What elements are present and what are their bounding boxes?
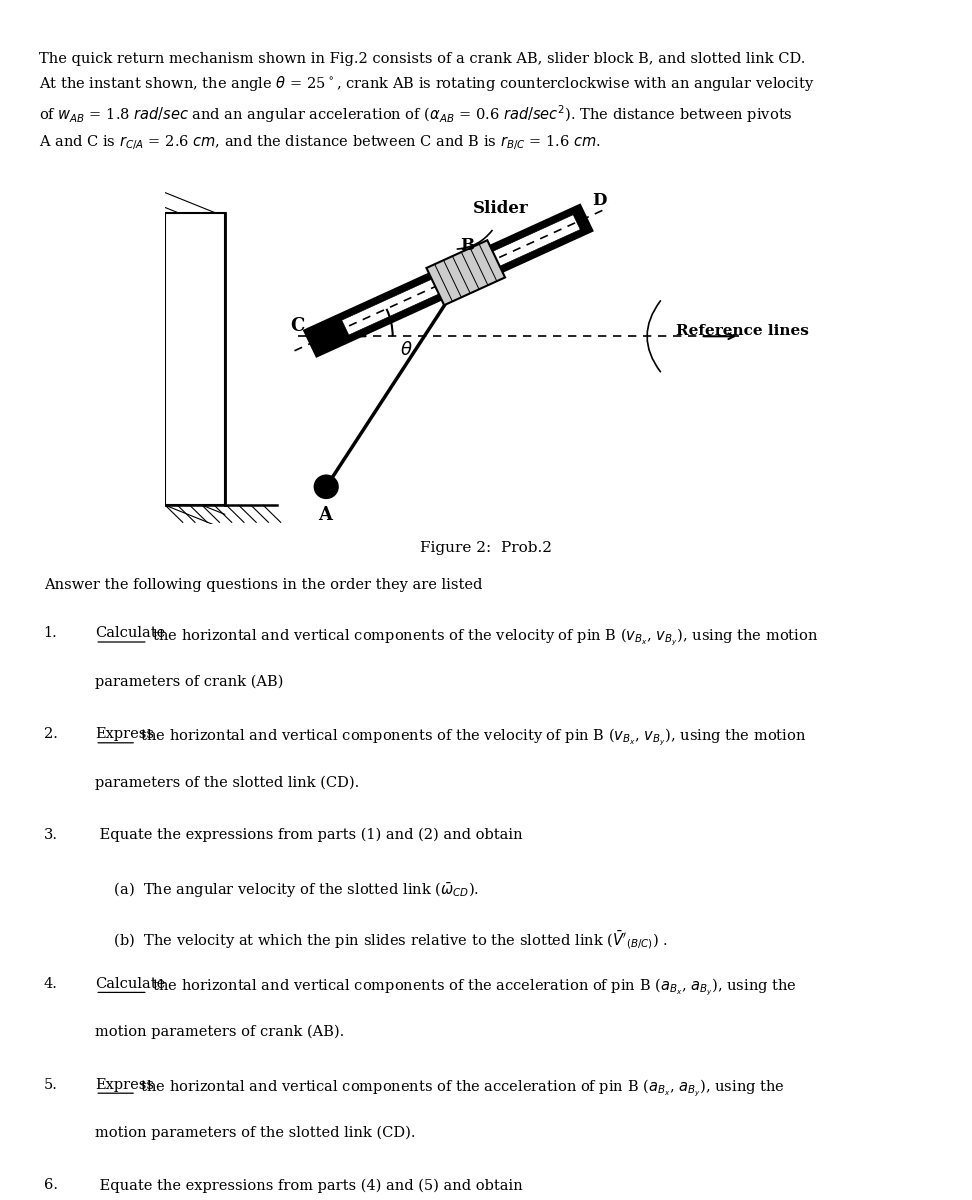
Text: Answer the following questions in the order they are listed: Answer the following questions in the or… [44,578,482,593]
Text: 1.: 1. [44,626,57,641]
Text: Equate the expressions from parts (1) and (2) and obtain: Equate the expressions from parts (1) an… [95,828,523,842]
Text: B: B [460,238,474,254]
Text: Express: Express [95,727,155,742]
Text: the horizontal and vertical components of the acceleration of pin B ($a_{B_x}$, : the horizontal and vertical components o… [136,1078,784,1099]
Text: motion parameters of the slotted link (CD).: motion parameters of the slotted link (C… [95,1126,416,1140]
Text: Calculate: Calculate [95,977,165,991]
Text: parameters of crank (AB): parameters of crank (AB) [95,674,284,689]
Circle shape [314,475,338,498]
Polygon shape [427,240,505,305]
Text: (b)  The velocity at which the pin slides relative to the slotted link ($\bar{V}: (b) The velocity at which the pin slides… [95,929,668,952]
Text: the horizontal and vertical components of the velocity of pin B ($v_{B_x}$, $v_{: the horizontal and vertical components o… [136,727,807,749]
Text: 2.: 2. [44,727,57,742]
Polygon shape [165,214,225,505]
Text: the horizontal and vertical components of the acceleration of pin B ($a_{B_x}$, : the horizontal and vertical components o… [148,977,796,998]
Circle shape [314,325,338,348]
Text: C: C [290,317,304,335]
Text: (a)  The angular velocity of the slotted link ($\bar{\omega}_{CD}$).: (a) The angular velocity of the slotted … [95,881,479,900]
Text: Equate the expressions from parts (4) and (5) and obtain: Equate the expressions from parts (4) an… [95,1178,523,1193]
Text: Express: Express [95,1078,155,1092]
Text: 6.: 6. [44,1178,57,1193]
Polygon shape [304,205,593,356]
Text: Reference lines: Reference lines [677,324,809,338]
Text: the horizontal and vertical components of the velocity of pin B ($v_{B_x}$, $v_{: the horizontal and vertical components o… [148,626,818,648]
Text: Slider: Slider [472,200,529,217]
Text: motion parameters of crank (AB).: motion parameters of crank (AB). [95,1025,344,1039]
Text: D: D [592,192,607,210]
Text: A: A [318,505,331,523]
Text: $\theta$: $\theta$ [399,342,412,360]
Text: 5.: 5. [44,1078,57,1092]
Text: parameters of the slotted link (CD).: parameters of the slotted link (CD). [95,775,360,790]
Text: Calculate: Calculate [95,626,165,641]
Polygon shape [342,215,580,335]
Text: 3.: 3. [44,828,57,842]
Text: 4.: 4. [44,977,57,991]
Text: The quick return mechanism shown in Fig.2 consists of a crank AB, slider block B: The quick return mechanism shown in Fig.… [39,52,815,151]
Text: Figure 2:  Prob.2: Figure 2: Prob.2 [420,541,552,556]
